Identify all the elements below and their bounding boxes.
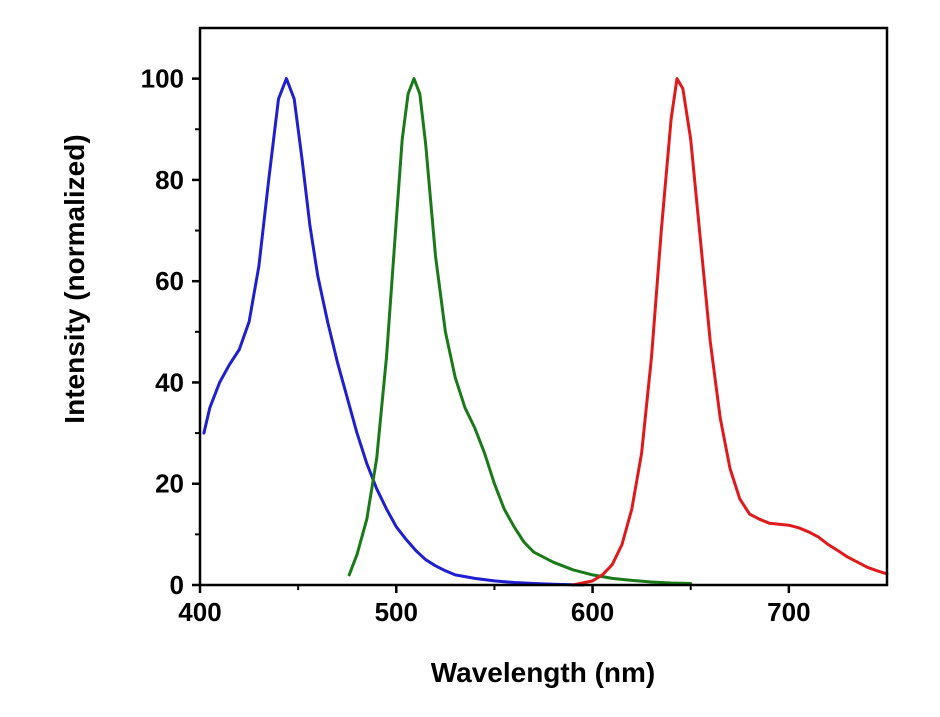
- x-axis-title: Wavelength (nm): [431, 657, 656, 688]
- x-tick-label: 400: [178, 597, 221, 627]
- y-tick-label: 80: [155, 165, 184, 195]
- x-tick-label: 500: [375, 597, 418, 627]
- y-tick-label: 20: [155, 469, 184, 499]
- tick-labels-layer: 400 500 600 700 0 20 40 60 80 100: [141, 64, 811, 627]
- y-tick-label: 60: [155, 266, 184, 296]
- y-tick-label: 40: [155, 367, 184, 397]
- ticks-layer: [192, 77, 791, 593]
- y-axis-title: Intensity (normalized): [59, 134, 90, 423]
- series-line-green: [347, 77, 693, 585]
- plot-frame: [198, 26, 889, 587]
- y-tick-label: 100: [141, 64, 184, 94]
- series-layer: [202, 77, 889, 587]
- series-line-red: [571, 77, 889, 587]
- x-tick-label: 700: [767, 597, 810, 627]
- series-line-blue: [202, 77, 585, 587]
- y-tick-label: 0: [170, 570, 184, 600]
- x-tick-label: 600: [571, 597, 614, 627]
